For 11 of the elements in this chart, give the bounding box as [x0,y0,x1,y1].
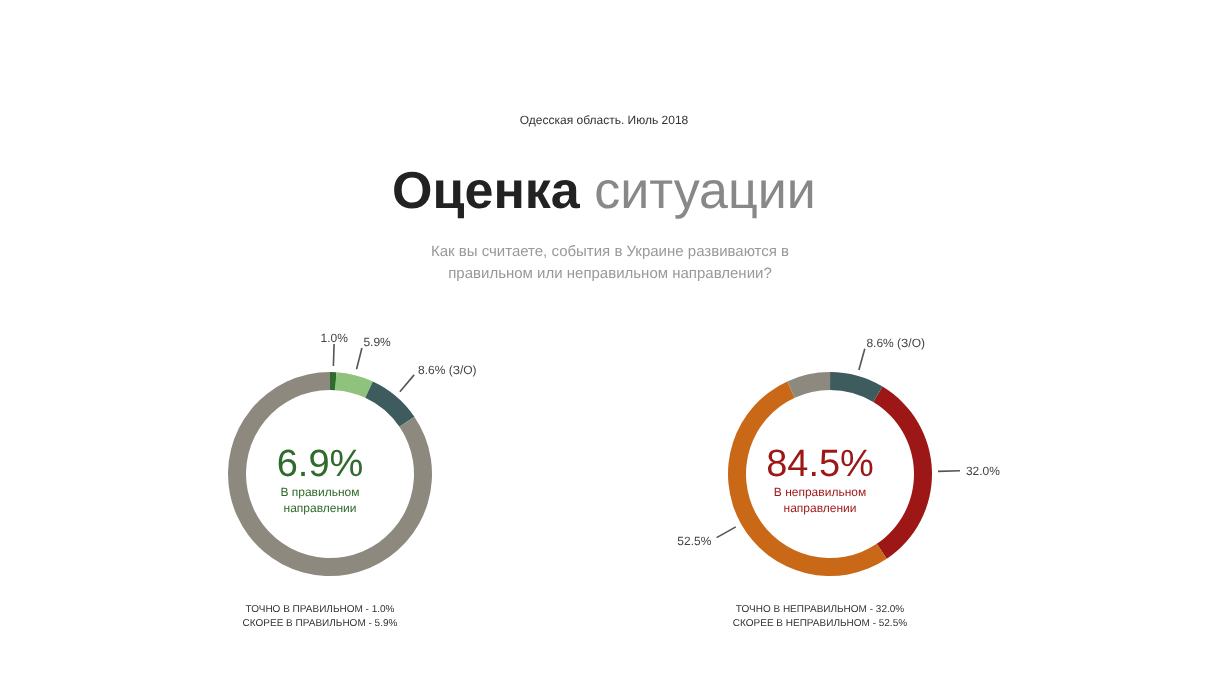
donut-slice [787,372,831,398]
donut-slice [330,372,337,391]
text: 6.9% [276,444,364,486]
donut-slice [873,386,932,559]
donut-slice [335,372,373,398]
text: 84.5% [766,444,875,486]
donut-slice [830,372,883,402]
donut-slice [728,381,887,576]
donut-slice [365,381,415,427]
donut-slice [228,372,432,576]
text: Оценка ситуации [392,160,816,220]
